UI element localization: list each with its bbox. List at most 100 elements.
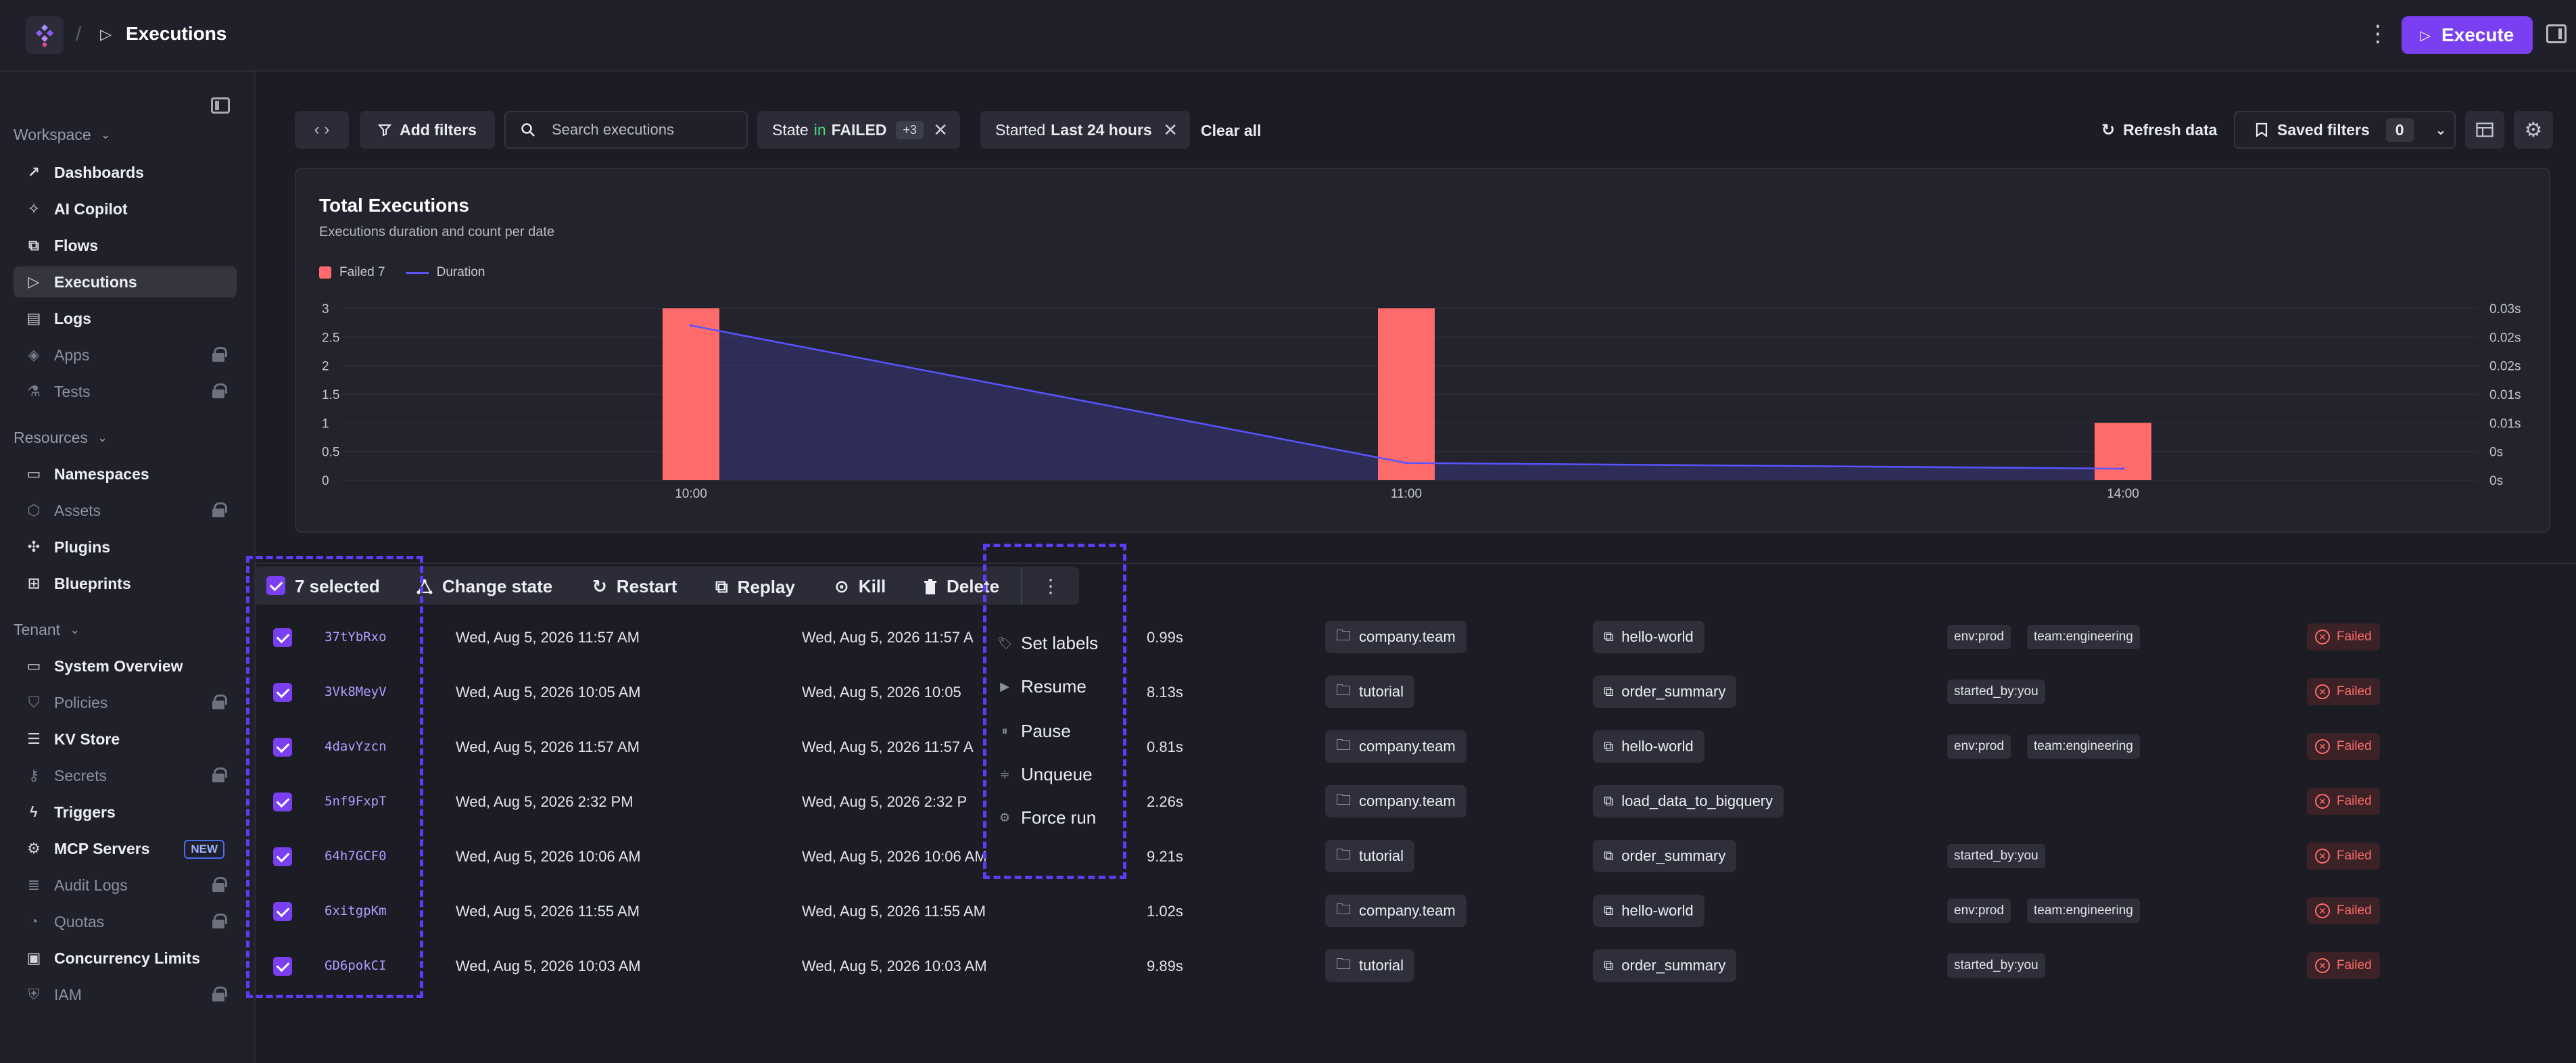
sidebar-item-secrets[interactable]: ⚷ Secrets [14, 760, 237, 791]
label-chip[interactable]: team:engineering [2027, 625, 2140, 649]
close-icon[interactable]: ✕ [933, 119, 948, 140]
sidebar-item-audit-logs[interactable]: ≣ Audit Logs [14, 870, 237, 901]
duration-point[interactable] [690, 324, 692, 327]
sidebar-section-workspace[interactable]: Workspace ⌄ [14, 126, 111, 144]
duration-point[interactable] [1405, 461, 1408, 465]
sidebar-item-quotas[interactable]: ◔ Quotas [14, 906, 237, 937]
legend-item-duration[interactable]: Duration [405, 265, 485, 280]
state-filter-chip[interactable]: State in FAILED +3 ✕ [757, 111, 960, 149]
flow-chip[interactable]: ⧉ load_data_to_bigquery [1593, 785, 1784, 818]
namespace-chip[interactable]: 🗀 company.team [1325, 730, 1466, 763]
sidebar-item-label: Logs [54, 309, 91, 327]
status-label: Failed [2337, 849, 2372, 863]
refresh-data-button[interactable]: ↻ Refresh data [2101, 120, 2217, 140]
sidebar-section-resources[interactable]: Resources ⌄ [14, 429, 108, 447]
menu-item-pause[interactable]: ⏸ Pause [998, 721, 1071, 742]
flow-chip[interactable]: ⧉ hello-world [1593, 895, 1704, 927]
sidebar-item-concurrency-limits[interactable]: ▣ Concurrency Limits [14, 943, 237, 974]
sidebar-section-tenant[interactable]: Tenant ⌄ [14, 621, 80, 639]
kill-button[interactable]: ⊙ Kill [834, 576, 886, 597]
table-view-button[interactable] [2465, 111, 2504, 149]
duration-point[interactable] [2122, 467, 2124, 471]
namespace-chip[interactable]: 🗀 tutorial [1325, 840, 1415, 872]
execution-id-link[interactable]: 6xitgpKm [325, 903, 387, 918]
saved-filters-button[interactable]: Saved filters 0 ⌄ [2234, 111, 2456, 149]
bar-failed[interactable] [663, 308, 719, 480]
legend-item-failed[interactable]: Failed 7 [319, 265, 385, 280]
execution-id-link[interactable]: 4davYzcn [325, 739, 387, 754]
menu-item-resume[interactable]: ▶ Resume [998, 676, 1087, 697]
sidebar-item-plugins[interactable]: ✣ Plugins [14, 532, 237, 563]
label-chip[interactable]: team:engineering [2027, 734, 2140, 759]
sidebar-collapse-icon[interactable] [211, 97, 230, 114]
sidebar-item-executions[interactable]: ▷ Executions [14, 266, 237, 298]
flow-chip[interactable]: ⧉ order_summary [1593, 949, 1737, 982]
clear-all-link[interactable]: Clear all [1201, 122, 1262, 139]
bar-failed[interactable] [2095, 423, 2151, 480]
sidebar-item-dashboards[interactable]: ↗ Dashboards [14, 157, 237, 188]
add-filters-button[interactable]: Add filters [360, 111, 495, 149]
menu-item-unqueue[interactable]: ≑ Unqueue [998, 764, 1092, 785]
row-checkbox[interactable] [273, 793, 292, 811]
namespace-chip[interactable]: 🗀 tutorial [1325, 949, 1415, 982]
sidebar-item-ai-copilot[interactable]: ✧ AI Copilot [14, 193, 237, 225]
sidebar-item-blueprints[interactable]: ⊞ Blueprints [14, 568, 237, 599]
namespace-chip[interactable]: 🗀 company.team [1325, 785, 1466, 818]
namespace-chip[interactable]: 🗀 company.team [1325, 621, 1466, 653]
sidebar-item-flows[interactable]: ⧉ Flows [14, 230, 237, 261]
menu-item-set-labels[interactable]: 🏷 Set labels [997, 633, 1099, 654]
close-icon[interactable]: ✕ [1163, 119, 1178, 140]
sidebar-item-system-overview[interactable]: ▭ System Overview [14, 651, 237, 682]
execute-button[interactable]: ▷ Execute [2402, 16, 2533, 54]
flow-chip[interactable]: ⧉ order_summary [1593, 676, 1737, 708]
select-all-checkbox[interactable] [266, 576, 285, 595]
namespace-chip[interactable]: 🗀 tutorial [1325, 676, 1415, 708]
menu-item-force-run[interactable]: ⚙ Force run [998, 807, 1096, 828]
flow-chip[interactable]: ⧉ order_summary [1593, 840, 1737, 872]
sidebar-item-iam[interactable]: ⛨ IAM [14, 979, 237, 1010]
execution-id-link[interactable]: 64h7GCF0 [325, 849, 387, 864]
sidebar-item-assets[interactable]: ⬡ Assets [14, 495, 237, 526]
flow-chip[interactable]: ⧉ hello-world [1593, 730, 1704, 763]
row-checkbox[interactable] [273, 957, 292, 976]
bar-failed[interactable] [1378, 308, 1435, 480]
more-options-icon[interactable]: ⋮ [2366, 21, 2389, 47]
sidebar-item-mcp-servers[interactable]: ⚙ MCP Servers NEW [14, 833, 237, 864]
change-state-button[interactable]: Change state [416, 576, 552, 597]
label-chip[interactable]: started_by:you [1947, 844, 2045, 868]
search-input[interactable]: Search executions [504, 111, 748, 149]
execution-id-link[interactable]: 37tYbRxo [325, 630, 387, 644]
label-chip[interactable]: started_by:you [1947, 953, 2045, 978]
more-actions-button[interactable]: ⋮ [1021, 567, 1079, 605]
execution-id-link[interactable]: 3Vk8MeyV [325, 684, 387, 699]
sidebar-item-logs[interactable]: ▤ Logs [14, 303, 237, 334]
row-checkbox[interactable] [273, 902, 292, 921]
label-chip[interactable]: started_by:you [1947, 680, 2045, 704]
settings-button[interactable]: ⚙ [2514, 111, 2553, 149]
label-chip[interactable]: team:engineering [2027, 899, 2140, 923]
sidebar-item-apps[interactable]: ◈ Apps [14, 339, 237, 371]
namespace-chip[interactable]: 🗀 company.team [1325, 895, 1466, 927]
label-chip[interactable]: env:prod [1947, 734, 2011, 759]
sidebar-item-kv-store[interactable]: ☰ KV Store [14, 724, 237, 755]
row-checkbox[interactable] [273, 683, 292, 702]
replay-button[interactable]: ⧉ Replay [715, 576, 795, 598]
row-checkbox[interactable] [273, 847, 292, 866]
app-logo[interactable] [26, 16, 64, 54]
flow-chip[interactable]: ⧉ hello-world [1593, 621, 1704, 653]
row-checkbox[interactable] [273, 738, 292, 757]
execution-id-link[interactable]: GD6pokCI [325, 958, 387, 973]
delete-button[interactable]: Delete [924, 576, 999, 597]
sidebar-item-tests[interactable]: ⚗ Tests [14, 376, 237, 407]
started-filter-chip[interactable]: Started Last 24 hours ✕ [980, 111, 1190, 149]
panel-toggle-icon[interactable] [2546, 24, 2567, 43]
execution-id-link[interactable]: 5nf9FxpT [325, 794, 387, 809]
label-chip[interactable]: env:prod [1947, 625, 2011, 649]
restart-button[interactable]: ↻ Restart [592, 576, 677, 597]
code-toggle-button[interactable]: ‹ › [295, 111, 349, 149]
sidebar-item-namespaces[interactable]: ▭ Namespaces [14, 458, 237, 490]
label-chip[interactable]: env:prod [1947, 899, 2011, 923]
row-checkbox[interactable] [273, 628, 292, 647]
sidebar-item-policies[interactable]: ⛉ Policies [14, 687, 237, 718]
sidebar-item-triggers[interactable]: ϟ Triggers [14, 797, 237, 828]
